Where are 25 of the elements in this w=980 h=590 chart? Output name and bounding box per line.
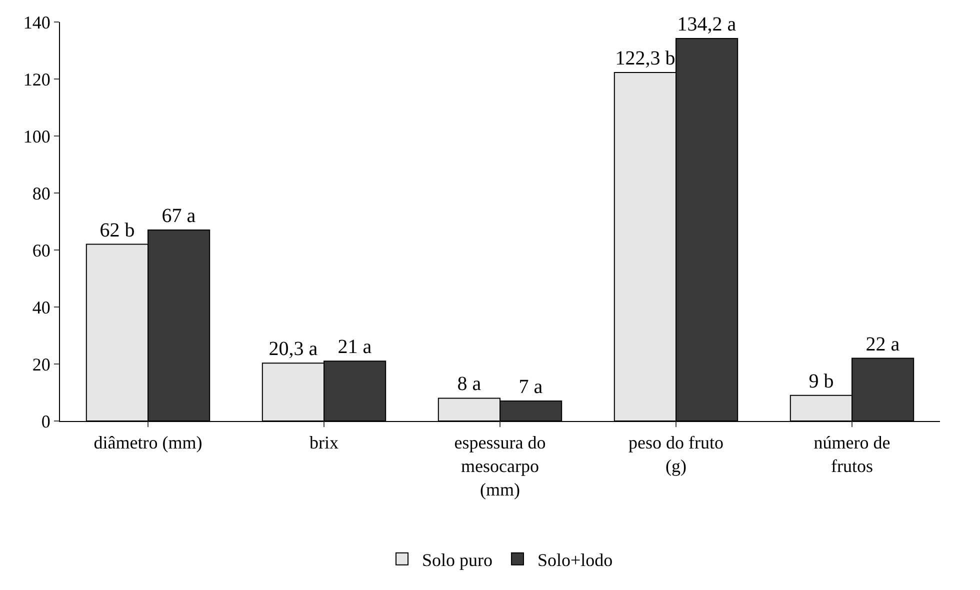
x-tick-label: número de frutos [814,432,890,476]
y-tick-label: 60 [32,240,50,260]
y-tick-label: 100 [23,126,50,146]
x-tick-label: diâmetro (mm) [94,432,202,453]
data-label: 134,2 a [677,14,736,36]
data-label: 21 a [338,336,372,358]
data-label: 9 b [808,370,834,392]
y-tick-label: 0 [41,411,50,432]
y-tick-label: 140 [23,12,50,32]
x-tick-label: peso do fruto (g) [628,432,724,476]
legend-label: Solo puro [422,550,493,570]
data-label: 22 a [866,333,900,356]
y-tick-label: 80 [32,183,50,204]
legend-label: Solo+lodo [538,550,613,570]
x-tick-label: brix [310,432,338,453]
data-label: 67 a [162,205,196,228]
data-label: 20,3 a [268,338,318,360]
data-label: 8 a [457,373,482,396]
y-tick-label: 40 [32,297,50,318]
y-tick-label: 20 [32,354,50,374]
data-label: 7 a [518,376,543,398]
y-tick-label: 120 [23,69,50,90]
x-tick-label: espessura do mesocarpo (mm) [454,432,546,500]
data-label: 122,3 b [615,47,676,70]
data-label: 62 b [100,219,135,242]
